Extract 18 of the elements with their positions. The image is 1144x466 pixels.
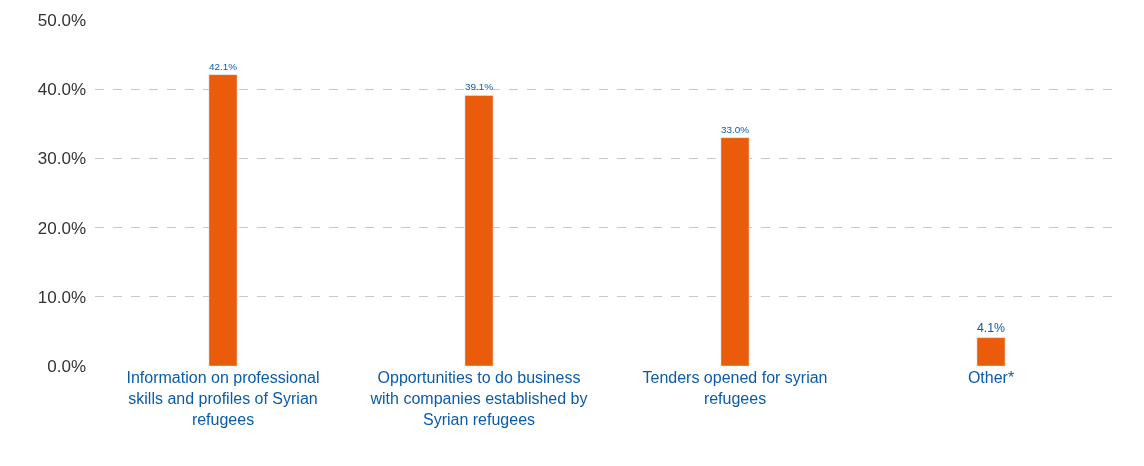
x-tick-label: Information on professional skills and profiles of Syrian refugees <box>126 369 320 428</box>
data-label: 42.1% <box>208 60 238 72</box>
y-tick-label: 30.0% <box>37 149 86 169</box>
data-label: 39.1% <box>464 81 494 93</box>
bar <box>464 95 494 366</box>
y-tick-label: 0.0% <box>47 356 86 376</box>
y-tick-label: 10.0% <box>37 287 86 307</box>
x-tick-label: Opportunities to do business with companies established by Syrian refugees <box>369 369 588 428</box>
bar <box>720 137 750 366</box>
bar <box>208 74 238 366</box>
x-tick-label: Other* <box>967 369 1015 386</box>
data-label: 33.0% <box>720 123 750 135</box>
x-tick-label: Tenders opened for syrian refugees <box>642 369 828 407</box>
y-tick-label: 50.0% <box>37 10 86 30</box>
bar <box>976 337 1006 366</box>
data-label: 4.1% <box>976 321 1006 336</box>
y-tick-label: 40.0% <box>37 80 86 100</box>
y-tick-label: 20.0% <box>37 218 86 238</box>
